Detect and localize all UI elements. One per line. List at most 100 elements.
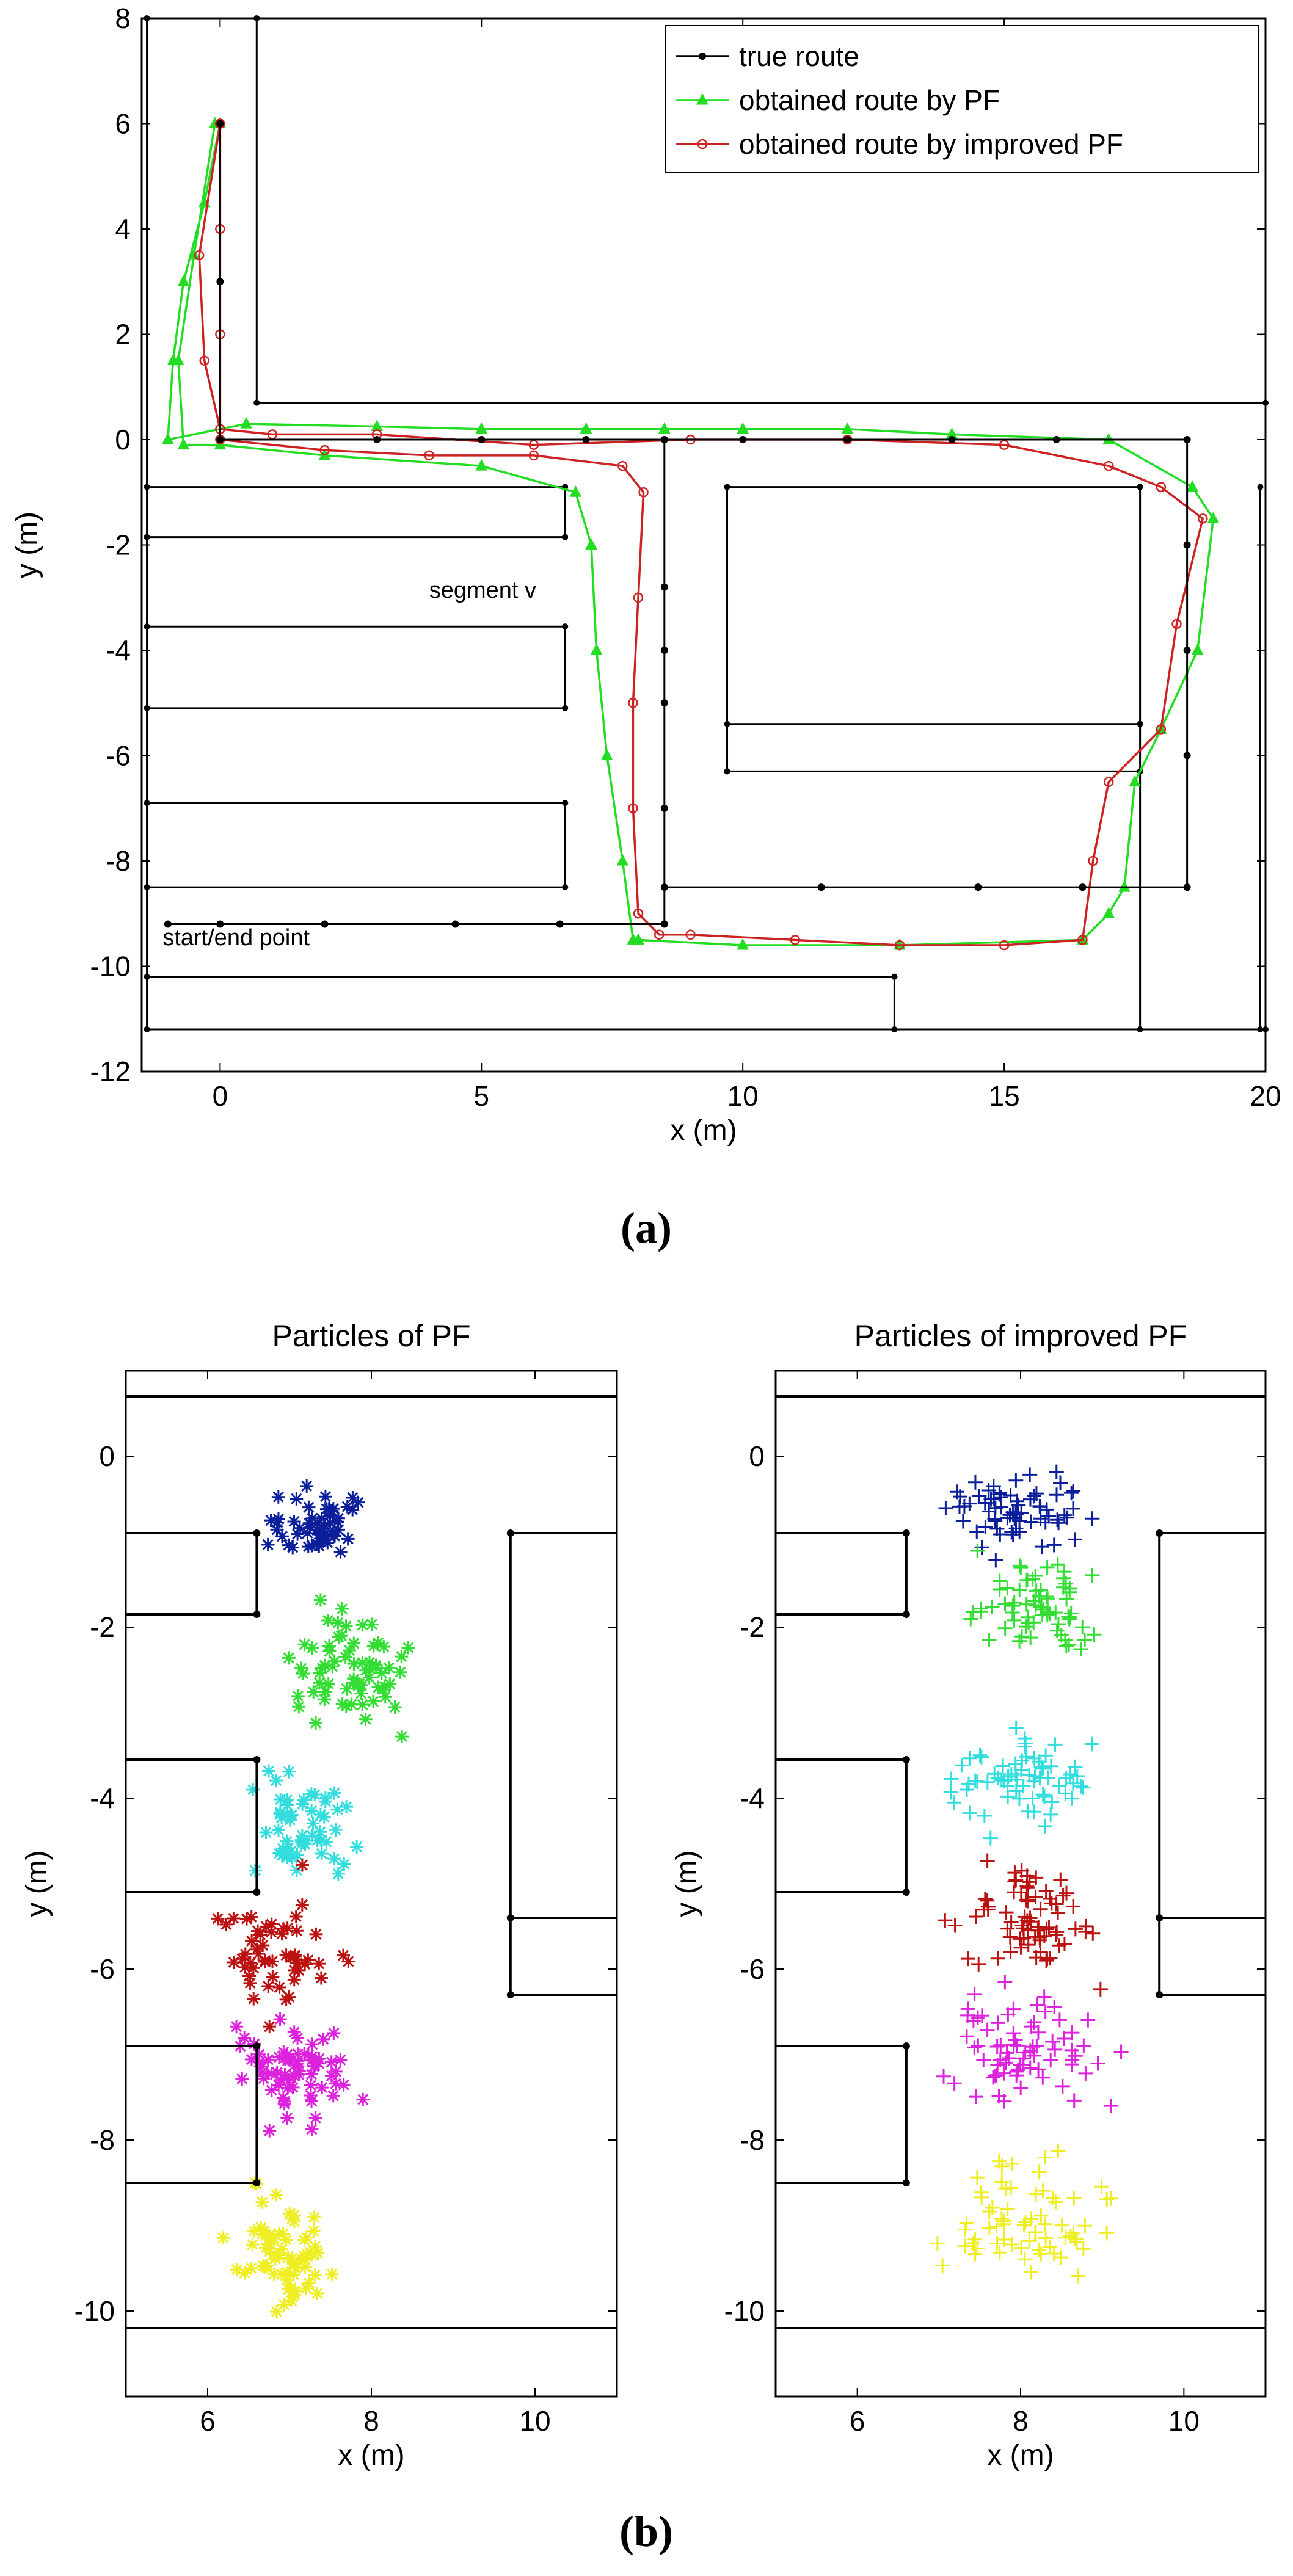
particle <box>295 1858 309 1872</box>
particle <box>997 2213 1012 2229</box>
particle <box>1027 2014 1042 2030</box>
route-plot-ytick-label: -12 <box>90 1056 131 1087</box>
particle-cluster-step-6 <box>216 2176 339 2319</box>
particle <box>319 1533 333 1547</box>
particles-improved-pf-ticks: 6 8 10 0 -2 -4 -6 -8 -10 <box>724 1371 1266 2437</box>
particle <box>1050 1557 1065 1572</box>
improved-pf-route-point <box>1104 777 1114 787</box>
particles-pf-x-axis-label: x (m) <box>338 2439 404 2472</box>
particle <box>1029 1486 1044 1501</box>
particle <box>216 2231 230 2245</box>
particle <box>1011 1791 1027 1806</box>
particle <box>288 2288 302 2302</box>
particle <box>328 1529 342 1543</box>
particle <box>990 2058 1005 2073</box>
particle <box>230 2020 244 2034</box>
particle <box>959 2029 974 2044</box>
particle <box>1008 1720 1024 1735</box>
particle <box>1093 1981 1108 1997</box>
particle <box>300 1526 315 1540</box>
particle <box>1006 2026 1021 2041</box>
particle <box>993 1526 1008 1542</box>
particle <box>269 1774 283 1788</box>
particle-cluster-step-4 <box>938 1853 1108 1997</box>
particle <box>319 1835 333 1849</box>
particle <box>264 2083 279 2097</box>
particle <box>1004 2237 1019 2252</box>
particle <box>973 1601 988 1616</box>
particle <box>992 2245 1007 2260</box>
particle <box>264 1514 278 1528</box>
particle <box>1046 2246 1062 2262</box>
particle <box>1040 1607 1055 1622</box>
particle <box>274 2267 288 2281</box>
particle <box>1033 2208 1049 2223</box>
particle <box>263 2233 277 2248</box>
wall-endpoint <box>144 1026 150 1032</box>
improved-pf-route-point <box>194 250 205 261</box>
particle <box>393 1665 407 1679</box>
particle <box>982 1633 997 1648</box>
particle <box>280 1834 294 1848</box>
particle <box>1094 2179 1109 2194</box>
particle <box>1023 2265 1038 2280</box>
caption-b: (b) <box>619 2507 673 2556</box>
particle <box>297 1793 311 1807</box>
pf-route-point <box>580 422 592 434</box>
particle <box>331 1523 345 1537</box>
particle <box>277 2094 291 2108</box>
particle <box>346 1503 360 1517</box>
particle <box>1055 1888 1071 1903</box>
particle <box>321 1677 335 1691</box>
particle <box>292 2067 306 2081</box>
particle <box>1066 2226 1081 2241</box>
true-route-point <box>216 920 224 928</box>
particle <box>967 1475 983 1490</box>
particle <box>1063 2229 1079 2244</box>
particle <box>1057 1564 1072 1580</box>
particles-improved-pf-xtick-label: 10 <box>1168 2405 1200 2437</box>
particle <box>325 2267 339 2281</box>
particle <box>305 1804 319 1818</box>
particle <box>977 1892 993 1907</box>
particle <box>1027 1804 1042 1820</box>
particle <box>1005 1527 1021 1542</box>
route-plot-xtick-label: 15 <box>989 1080 1020 1112</box>
particle <box>1077 2218 1093 2233</box>
route-plot-ytick-label: 6 <box>115 108 131 140</box>
particle <box>1085 1926 1101 1941</box>
particle <box>305 1539 319 1553</box>
particle <box>293 1521 307 1535</box>
particle <box>355 1656 370 1670</box>
particle <box>1037 2150 1052 2165</box>
particle <box>263 2124 277 2138</box>
wall-endpoint <box>1262 399 1269 406</box>
particle <box>282 2073 296 2088</box>
particle <box>260 2259 274 2273</box>
particle <box>248 1863 262 1878</box>
improved-pf-route-point <box>1104 460 1114 471</box>
particle <box>359 1663 373 1677</box>
particle <box>266 1970 280 1984</box>
particle <box>305 1511 319 1525</box>
particle <box>989 2039 1005 2055</box>
particle <box>1035 1761 1050 1776</box>
particle <box>273 1807 287 1821</box>
particle <box>279 1948 293 1962</box>
wall-endpoint <box>1257 1026 1264 1032</box>
particle <box>256 1939 270 1952</box>
particle <box>292 1700 306 1714</box>
particle <box>337 1948 351 1962</box>
particle <box>1028 1889 1043 1904</box>
particle <box>1024 1514 1039 1529</box>
particle <box>1099 2226 1115 2241</box>
particle <box>1008 1756 1023 1771</box>
particle <box>1043 1758 1058 1774</box>
improved-pf-route-point <box>617 460 628 471</box>
particle <box>340 1800 354 1814</box>
wall-endpoint <box>253 2042 261 2050</box>
particle <box>977 1495 993 1511</box>
particle <box>1090 2056 1105 2071</box>
particles-improved-pf-xtick-label: 6 <box>850 2405 865 2437</box>
floor-plan-walls <box>144 15 1269 1032</box>
